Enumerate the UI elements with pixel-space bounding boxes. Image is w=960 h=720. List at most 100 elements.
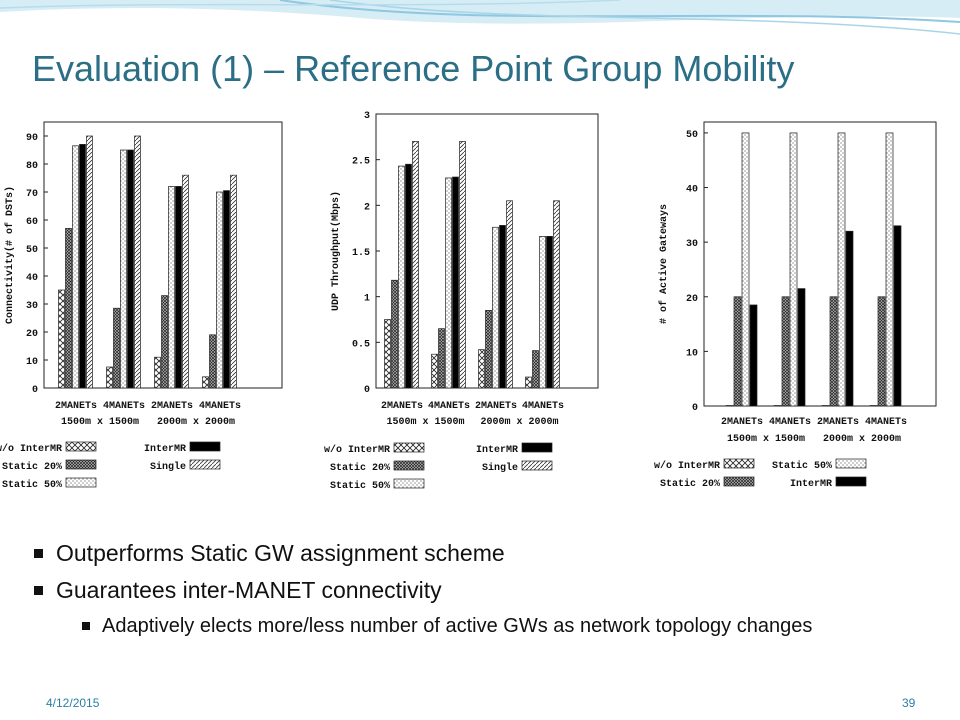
chart-active-gateways: 0 10 20 30 40 50 # of Active Gateways 2MANETs 4M… (646, 100, 946, 512)
bar-cross (773, 405, 782, 407)
y-axis-label: UDP Throughput(Mbps) (330, 191, 342, 311)
x-category-label: 4MANETs (428, 401, 470, 412)
x-category-label: 4MANETs (769, 417, 811, 428)
legend-swatch (65, 441, 97, 452)
bar-diag (86, 135, 93, 389)
chart-connectivity: 0 10 20 30 40 50 60 70 80 90 Connectivity(# of DST… (0, 100, 300, 512)
bar-solid (175, 186, 182, 389)
y-tick-label: 1 (364, 294, 370, 305)
bar-cross (58, 289, 65, 389)
bar-dots (216, 191, 223, 389)
y-axis-label: # of Active Gateways (658, 204, 670, 324)
bar-dots (168, 186, 175, 389)
y-tick-label: 0 (692, 403, 698, 414)
legend-label: w/o InterMR (324, 444, 390, 456)
bar-dense (113, 307, 120, 389)
x-category-label: 2MANETs (475, 401, 517, 412)
y-tick-label: 20 (26, 329, 38, 340)
legend-label: InterMR (476, 445, 518, 456)
bar-cross (202, 376, 209, 389)
footer-date: 4/12/2015 (46, 696, 100, 710)
legend-label: w/o InterMR (0, 443, 62, 455)
y-tick-label: 20 (686, 294, 698, 305)
bar-solid (79, 144, 86, 389)
legend-label: w/o InterMR (654, 460, 720, 472)
bar-solid (405, 163, 412, 389)
legend-label: Static 50% (330, 480, 390, 492)
bar-dots (120, 149, 127, 389)
bar-solid (797, 288, 806, 407)
y-tick-label: 40 (686, 185, 698, 196)
y-tick-label: 90 (26, 133, 38, 144)
y-tick-label: 2.5 (352, 157, 370, 168)
legend-label: Static 50% (2, 479, 62, 491)
bar-dense (829, 296, 838, 407)
x-group-label: 1500m x 1500m (61, 417, 139, 428)
x-group-label: 1500m x 1500m (727, 434, 805, 445)
y-tick-label: 3 (364, 111, 370, 122)
bar-dense (391, 279, 398, 389)
legend-label: Static 20% (330, 462, 390, 474)
y-tick-label: 0 (32, 385, 38, 396)
x-category-label: 4MANETs (103, 401, 145, 412)
bullet-item: Guarantees inter-MANET connectivity (32, 577, 942, 604)
legend-label: Static 20% (2, 461, 62, 473)
bar-dense (532, 350, 539, 389)
y-tick-label: 1.5 (352, 248, 370, 259)
bar-dots (72, 145, 79, 389)
bar-solid (546, 236, 553, 389)
bar-dense (485, 310, 492, 389)
legend-swatch (65, 459, 97, 470)
header-wave-decoration (0, 0, 960, 35)
bar-diag (553, 200, 560, 389)
y-tick-label: 2 (364, 202, 370, 213)
x-category-label: 2MANETs (55, 401, 97, 412)
sub-bullet-item: Adaptively elects more/less number of ac… (80, 614, 942, 639)
legend-label: Single (482, 462, 518, 474)
y-axis-label: Connectivity(# of DSTs) (4, 186, 16, 324)
bar-dense (65, 228, 72, 389)
legend-label: Single (150, 461, 186, 473)
x-category-label: 4MANETs (522, 401, 564, 412)
x-group-label: 2000m x 2000m (823, 434, 901, 445)
bar-solid (127, 149, 134, 389)
y-tick-label: 80 (26, 161, 38, 172)
bar-dense (733, 296, 742, 407)
bar-dots (741, 132, 750, 407)
legend-label: Static 50% (772, 460, 832, 472)
legend-swatch (521, 460, 553, 471)
bar-cross (821, 405, 830, 407)
y-tick-label: 60 (26, 217, 38, 228)
legend-swatch (835, 458, 867, 469)
slide-title: Evaluation (1) – Reference Point Group M… (32, 48, 795, 89)
x-category-label: 4MANETs (199, 401, 241, 412)
bar-dots (445, 177, 452, 389)
legend-swatch (723, 458, 755, 469)
bar-solid (845, 230, 854, 407)
bar-diag (182, 174, 189, 389)
bar-dense (781, 296, 790, 407)
legend-swatch (65, 477, 97, 488)
bar-cross (431, 353, 438, 389)
y-tick-label: 50 (26, 245, 38, 256)
bar-solid (749, 304, 758, 407)
legend-swatch (189, 459, 221, 470)
bar-cross (869, 405, 878, 407)
bar-dense (438, 328, 445, 389)
bar-dense (209, 334, 216, 389)
chart-udp-throughput: 0 0.5 1 1.5 2 2.5 3 UDP Throughput(Mbps) 2MANETs… (320, 100, 620, 512)
y-tick-label: 0 (364, 385, 370, 396)
legend-swatch (393, 442, 425, 453)
legend-swatch (723, 476, 755, 487)
bar-solid (499, 225, 506, 389)
x-category-label: 2MANETs (151, 401, 193, 412)
bar-diag (230, 174, 237, 389)
legend-label: InterMR (144, 444, 186, 455)
x-category-label: 2MANETs (721, 417, 763, 428)
legend-swatch (393, 478, 425, 489)
y-tick-label: 30 (26, 301, 38, 312)
y-tick-label: 40 (26, 273, 38, 284)
y-tick-label: 70 (26, 189, 38, 200)
x-group-label: 2000m x 2000m (157, 417, 235, 428)
legend-label: InterMR (790, 479, 832, 490)
